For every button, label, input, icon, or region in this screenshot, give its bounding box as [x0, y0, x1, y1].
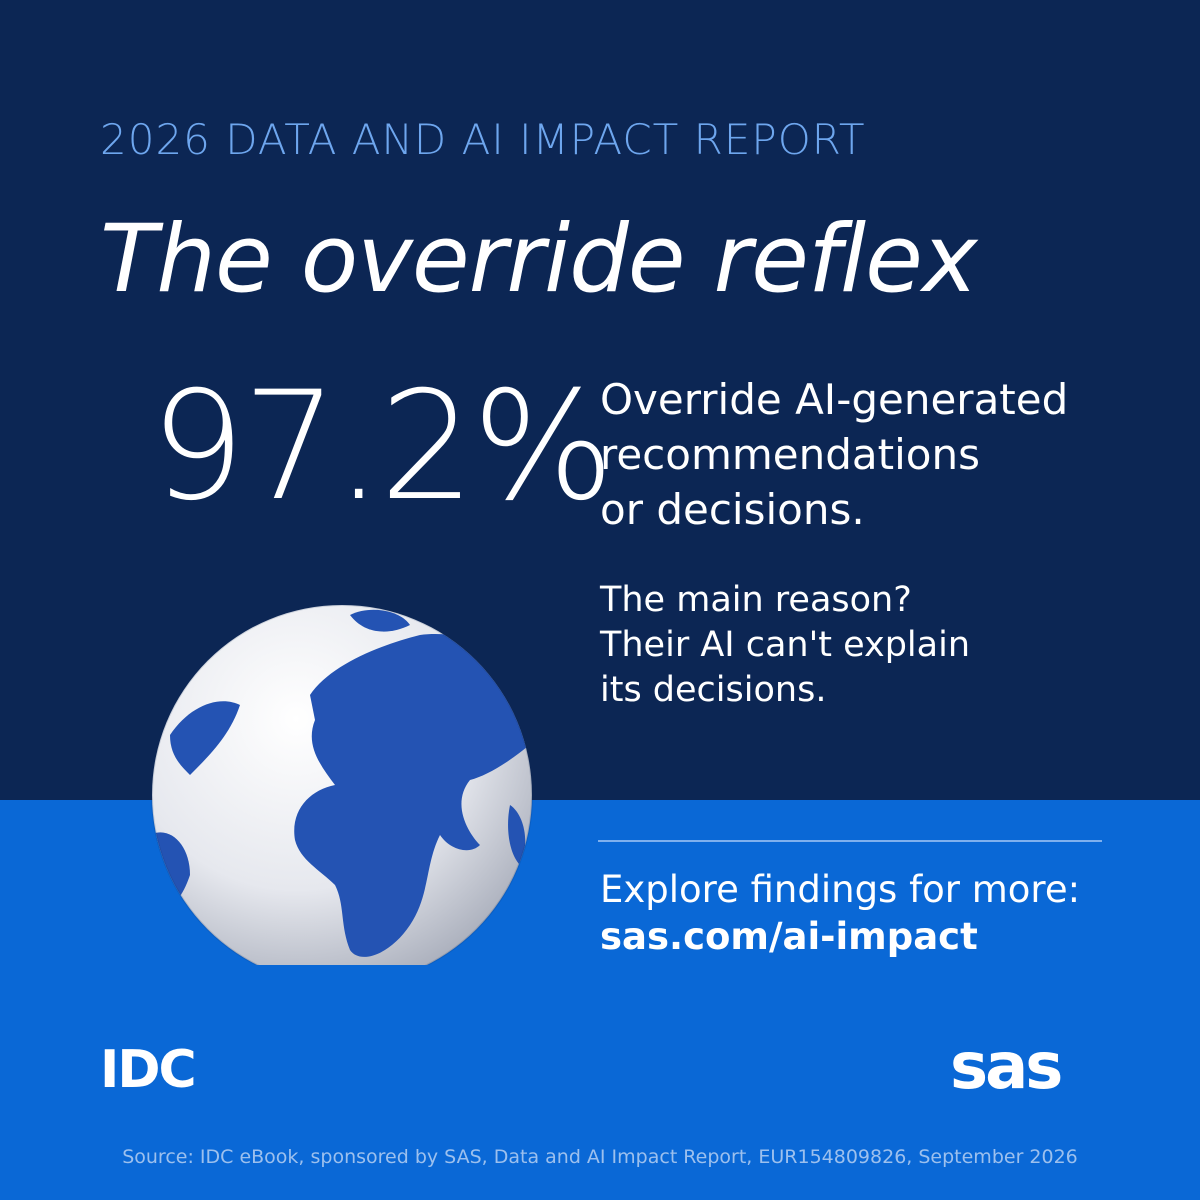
- landmass: [508, 805, 526, 865]
- reason-line: Their AI can't explain: [600, 625, 970, 665]
- landmass: [350, 609, 410, 632]
- reason-line: its decisions.: [600, 670, 827, 710]
- kicker: 2026 DATA AND AI IMPACT REPORT: [100, 115, 866, 164]
- stat-line: Override AI-generated: [600, 375, 1069, 424]
- globe: [151, 605, 533, 965]
- landmass: [170, 701, 240, 775]
- globe-edge: [151, 605, 533, 965]
- landmass: [294, 634, 532, 957]
- stat-value: 97.2%: [150, 360, 615, 534]
- sas-logo: sas: [950, 1030, 1063, 1104]
- divider: [598, 840, 1102, 842]
- source-note: Source: IDC eBook, sponsored by SAS, Dat…: [122, 1146, 1078, 1168]
- cta-link[interactable]: sas.com/ai-impact: [600, 915, 978, 958]
- idc-logo: IDC: [100, 1040, 197, 1100]
- stat-line: recommendations: [600, 430, 980, 479]
- top-panel: [0, 0, 1200, 800]
- stat-line: or decisions.: [600, 485, 865, 534]
- reason-line: The main reason?: [600, 580, 912, 620]
- title: The override reflex: [100, 205, 978, 314]
- cta-text: Explore findings for more:: [600, 868, 1081, 911]
